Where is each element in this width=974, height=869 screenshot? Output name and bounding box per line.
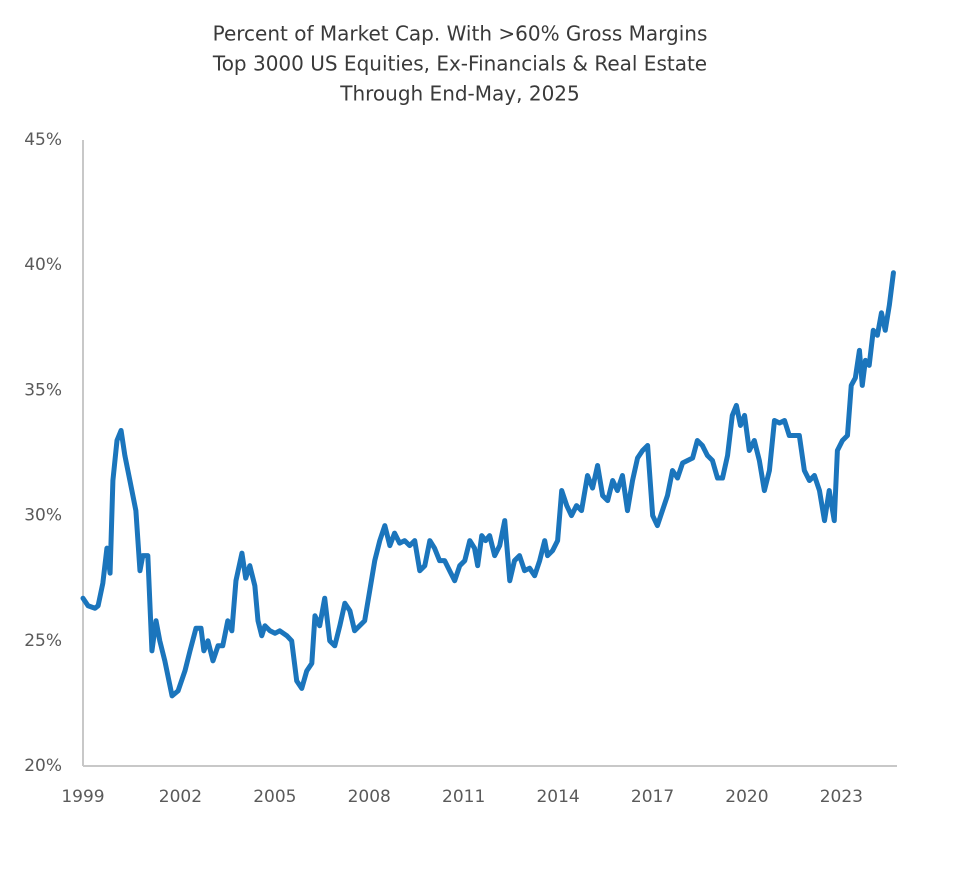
x-tick-label: 2014 xyxy=(536,787,579,807)
x-tick-label: 2011 xyxy=(442,787,485,807)
x-tick-label: 2008 xyxy=(348,787,391,807)
x-tick-label: 2020 xyxy=(725,787,768,807)
data-line xyxy=(80,270,896,699)
chart-subtitle: Top 3000 US Equities, Ex-Financials & Re… xyxy=(212,52,707,76)
y-tick-label: 35% xyxy=(24,380,62,400)
chart-title: Percent of Market Cap. With >60% Gross M… xyxy=(213,22,708,46)
x-tick-label: 2002 xyxy=(159,787,202,807)
x-tick-label: 2005 xyxy=(253,787,296,807)
y-tick-label: 20% xyxy=(24,756,62,776)
chart-subtitle: Through End-May, 2025 xyxy=(339,82,580,106)
x-tick-label: 1999 xyxy=(61,787,104,807)
y-tick-label: 40% xyxy=(24,255,62,275)
y-tick-label: 25% xyxy=(24,631,62,651)
x-tick-label: 2017 xyxy=(631,787,674,807)
y-tick-label: 45% xyxy=(24,130,62,150)
y-tick-label: 30% xyxy=(24,506,62,526)
x-tick-label: 2023 xyxy=(820,787,863,807)
